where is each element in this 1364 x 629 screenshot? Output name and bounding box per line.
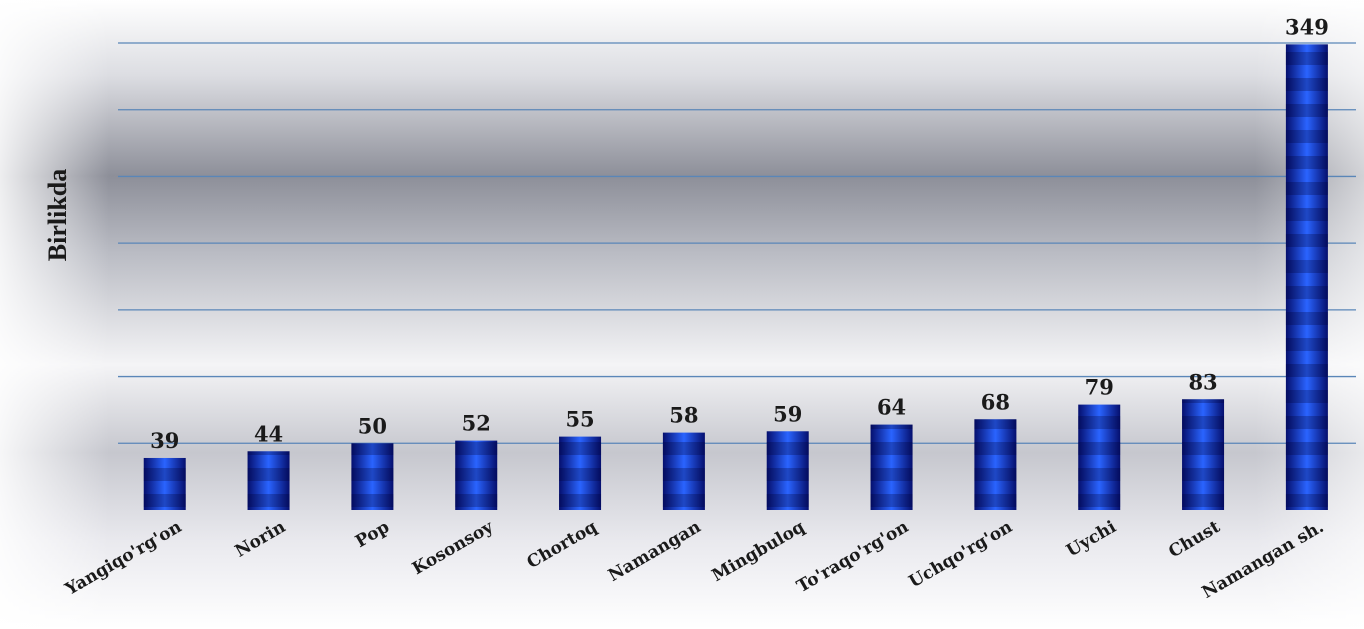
value-label: 349 [1285,14,1329,39]
value-label: 79 [1085,375,1114,400]
bar-bands [1078,404,1121,510]
value-label: 68 [981,389,1010,414]
bar [662,432,705,510]
value-label: 39 [150,428,179,453]
bar-bands [559,436,602,510]
bar [559,436,602,510]
value-label: 59 [773,401,802,426]
value-label: 55 [565,407,594,432]
bar-bands [1285,44,1328,510]
bar [1078,404,1121,510]
bar [766,431,809,510]
bar-bands [143,457,186,510]
bar [974,419,1017,510]
value-label: 58 [669,403,698,428]
value-label: 50 [358,413,387,438]
value-label: 83 [1188,369,1217,394]
value-label: 44 [254,421,283,446]
bar [870,424,913,510]
bars [143,44,1328,510]
bar-bands [766,431,809,510]
bar-bands [870,424,913,510]
bar [1285,44,1328,510]
bar [247,451,290,510]
bar [1182,399,1225,510]
y-axis-title: Birlikda [43,169,72,261]
value-labels: 39 44 50 52 55 58 59 64 68 79 83 349 [150,14,1329,453]
bar-bands [1182,399,1225,510]
bar [351,443,394,510]
gridlines [118,42,1356,444]
bar-bands [455,440,498,510]
bar [143,457,186,510]
bar [455,440,498,510]
bar-bands [247,451,290,510]
bar-bands [662,432,705,510]
bar-bands [974,419,1017,510]
bar-bands [351,443,394,510]
value-label: 64 [877,395,906,420]
value-label: 52 [462,411,491,436]
